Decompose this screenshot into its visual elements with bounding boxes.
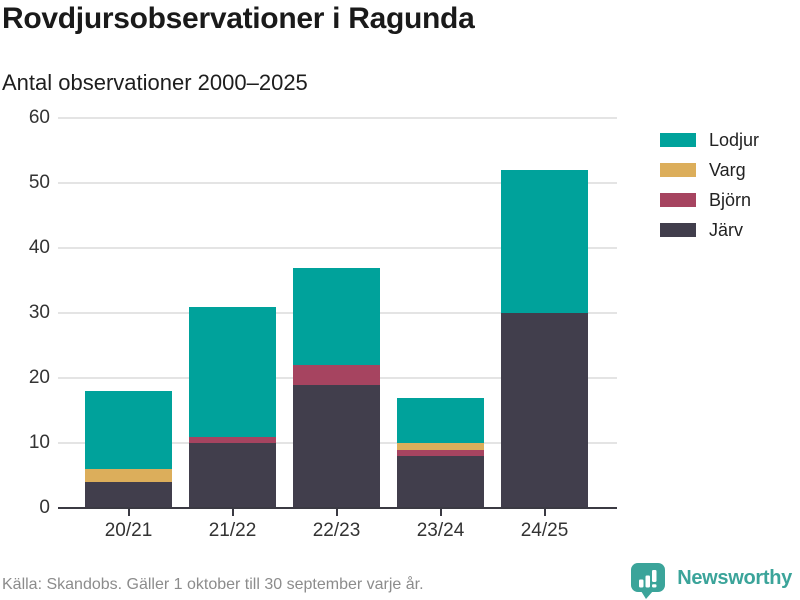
bar-segment-lodjur — [293, 267, 380, 365]
legend-label: Varg — [709, 159, 746, 180]
y-gridline — [58, 247, 617, 249]
x-axis-tick — [439, 509, 442, 516]
y-tick-label: 30 — [28, 302, 50, 323]
bar-segment-bjrn — [189, 436, 276, 443]
legend-label: Järv — [709, 219, 744, 240]
bar-segment-bjrn — [293, 365, 380, 385]
bar-segment-jrv — [397, 456, 484, 508]
bar-segment-bjrn — [397, 449, 484, 456]
bar-segment-jrv — [501, 313, 588, 508]
legend-item-varg: Varg — [660, 160, 759, 180]
bar-segment-varg — [397, 443, 484, 450]
bar-segment-lodjur — [85, 391, 172, 469]
chart-subtitle: Antal observationer 2000–2025 — [2, 70, 308, 95]
legend-item-jrv: Järv — [660, 220, 759, 240]
bar-segment-lodjur — [397, 397, 484, 443]
y-tick-label: 60 — [28, 107, 50, 128]
legend-swatch — [660, 223, 696, 237]
x-axis-tick — [543, 509, 546, 516]
source-note: Källa: Skandobs. Gäller 1 oktober till 3… — [2, 576, 424, 593]
y-gridline — [58, 182, 617, 184]
legend-item-lodjur: Lodjur — [660, 130, 759, 150]
x-axis-line — [58, 507, 617, 509]
x-tick-label: 21/22 — [208, 520, 257, 541]
x-axis-tick — [127, 509, 130, 516]
y-gridline — [58, 117, 617, 119]
legend-label: Lodjur — [709, 129, 760, 150]
x-tick-label: 20/21 — [104, 520, 153, 541]
x-tick-label: 24/25 — [520, 520, 569, 541]
legend-swatch — [660, 163, 696, 177]
chart-title: Rovdjursobservationer i Ragunda — [2, 2, 475, 35]
brand-lockup: Newsworthy — [629, 562, 792, 599]
brand-name: Newsworthy — [677, 567, 792, 589]
y-tick-label: 50 — [28, 172, 50, 193]
legend: Lodjur Varg Björn Järv — [660, 130, 759, 253]
y-tick-label: 20 — [28, 367, 50, 388]
legend-swatch — [660, 193, 696, 207]
bar-segment-varg — [85, 469, 172, 482]
bar-segment-jrv — [293, 384, 380, 508]
bar-segment-lodjur — [189, 306, 276, 437]
x-axis-tick — [231, 509, 234, 516]
x-axis-tick — [335, 509, 338, 516]
bar-segment-lodjur — [501, 170, 588, 313]
legend-item-bjrn: Björn — [660, 190, 759, 210]
y-tick-label: 0 — [39, 497, 50, 518]
x-tick-label: 22/23 — [312, 520, 361, 541]
newsworthy-logo-icon — [631, 563, 666, 599]
legend-swatch — [660, 133, 696, 147]
bar-segment-jrv — [189, 443, 276, 508]
legend-label: Björn — [709, 189, 752, 210]
x-tick-label: 23/24 — [416, 520, 465, 541]
bar-segment-jrv — [85, 482, 172, 508]
y-tick-label: 10 — [28, 432, 50, 453]
y-tick-label: 40 — [28, 237, 50, 258]
